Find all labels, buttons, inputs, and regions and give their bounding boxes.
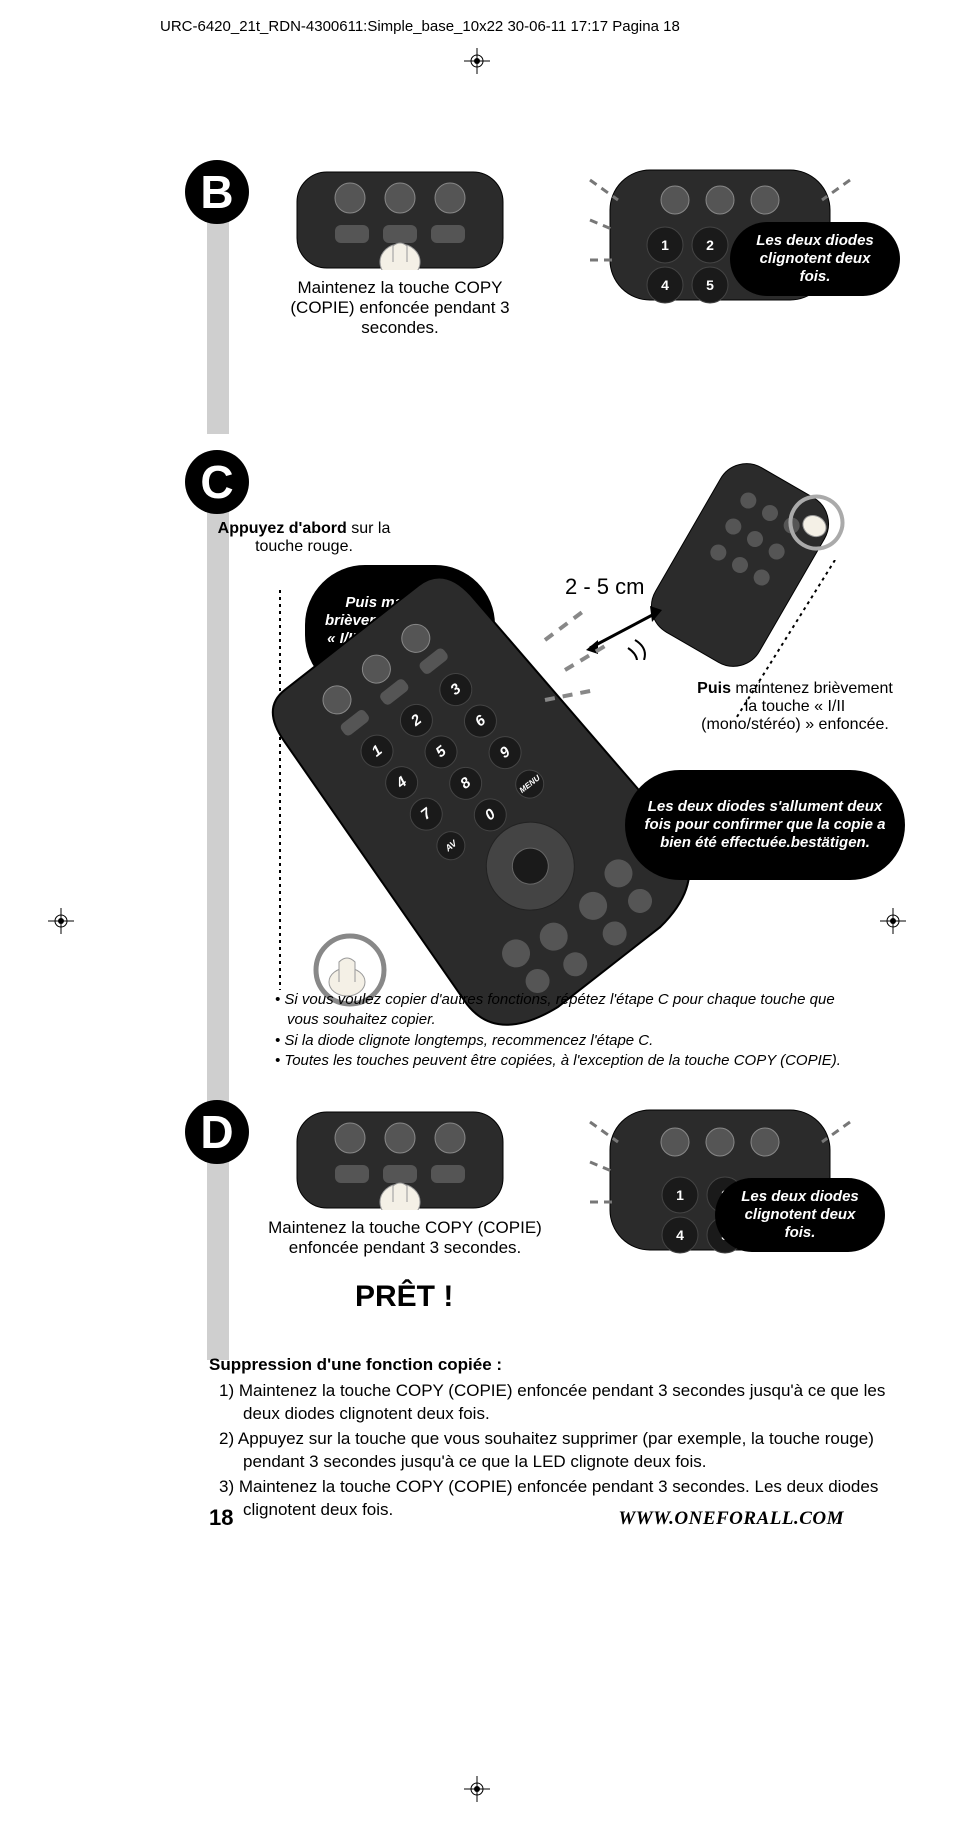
step-b-bubble: Les deux diodes clignotent deux fois. xyxy=(730,222,900,296)
step-c-text-2: Puis maintenez brièvement la touche « I/… xyxy=(695,680,895,734)
remote-top-illustration xyxy=(295,1110,505,1210)
registration-mark-icon xyxy=(464,1776,490,1802)
registration-mark-icon xyxy=(880,908,906,934)
svg-text:4: 4 xyxy=(676,1227,684,1243)
step-c-bubble-2: Les deux diodes s'allument deux fois pou… xyxy=(625,770,905,880)
step-c-notes: • Si vous voulez copier d'autres fonctio… xyxy=(265,990,865,1071)
svg-text:5: 5 xyxy=(706,277,714,293)
registration-mark-icon xyxy=(48,908,74,934)
step-badge-d: D xyxy=(185,1100,249,1164)
svg-text:1: 1 xyxy=(661,237,669,253)
list-item: 2) Appuyez sur la touche que vous souhai… xyxy=(209,1428,889,1474)
step-d-bubble: Les deux diodes clignotent deux fois. xyxy=(715,1178,885,1252)
step-c-text-1: Appuyez d'abord sur la touche rouge. xyxy=(209,520,399,556)
page-number: 18 xyxy=(209,1505,233,1531)
step-b-caption: Maintenez la touche COPY (COPIE) enfoncé… xyxy=(275,278,525,338)
step-bar-c xyxy=(207,470,229,1160)
suppression-list: 1) Maintenez la touche COPY (COPIE) enfo… xyxy=(209,1380,889,1524)
suppression-title: Suppression d'une fonction copiée : xyxy=(209,1355,502,1375)
remote-top-illustration xyxy=(295,170,505,270)
svg-text:2: 2 xyxy=(706,237,714,253)
footer-url: WWW.ONEFORALL.COM xyxy=(618,1508,844,1530)
step-badge-c: C xyxy=(185,450,249,514)
step-badge-b: B xyxy=(185,160,249,224)
list-item: 1) Maintenez la touche COPY (COPIE) enfo… xyxy=(209,1380,889,1426)
svg-text:4: 4 xyxy=(661,277,669,293)
registration-mark-icon xyxy=(464,48,490,74)
step-d-caption: Maintenez la touche COPY (COPIE) enfoncé… xyxy=(265,1218,545,1258)
print-header: URC-6420_21t_RDN-4300611:Simple_base_10x… xyxy=(160,18,680,35)
ready-label: PRÊT ! xyxy=(355,1280,453,1314)
svg-text:1: 1 xyxy=(676,1187,684,1203)
